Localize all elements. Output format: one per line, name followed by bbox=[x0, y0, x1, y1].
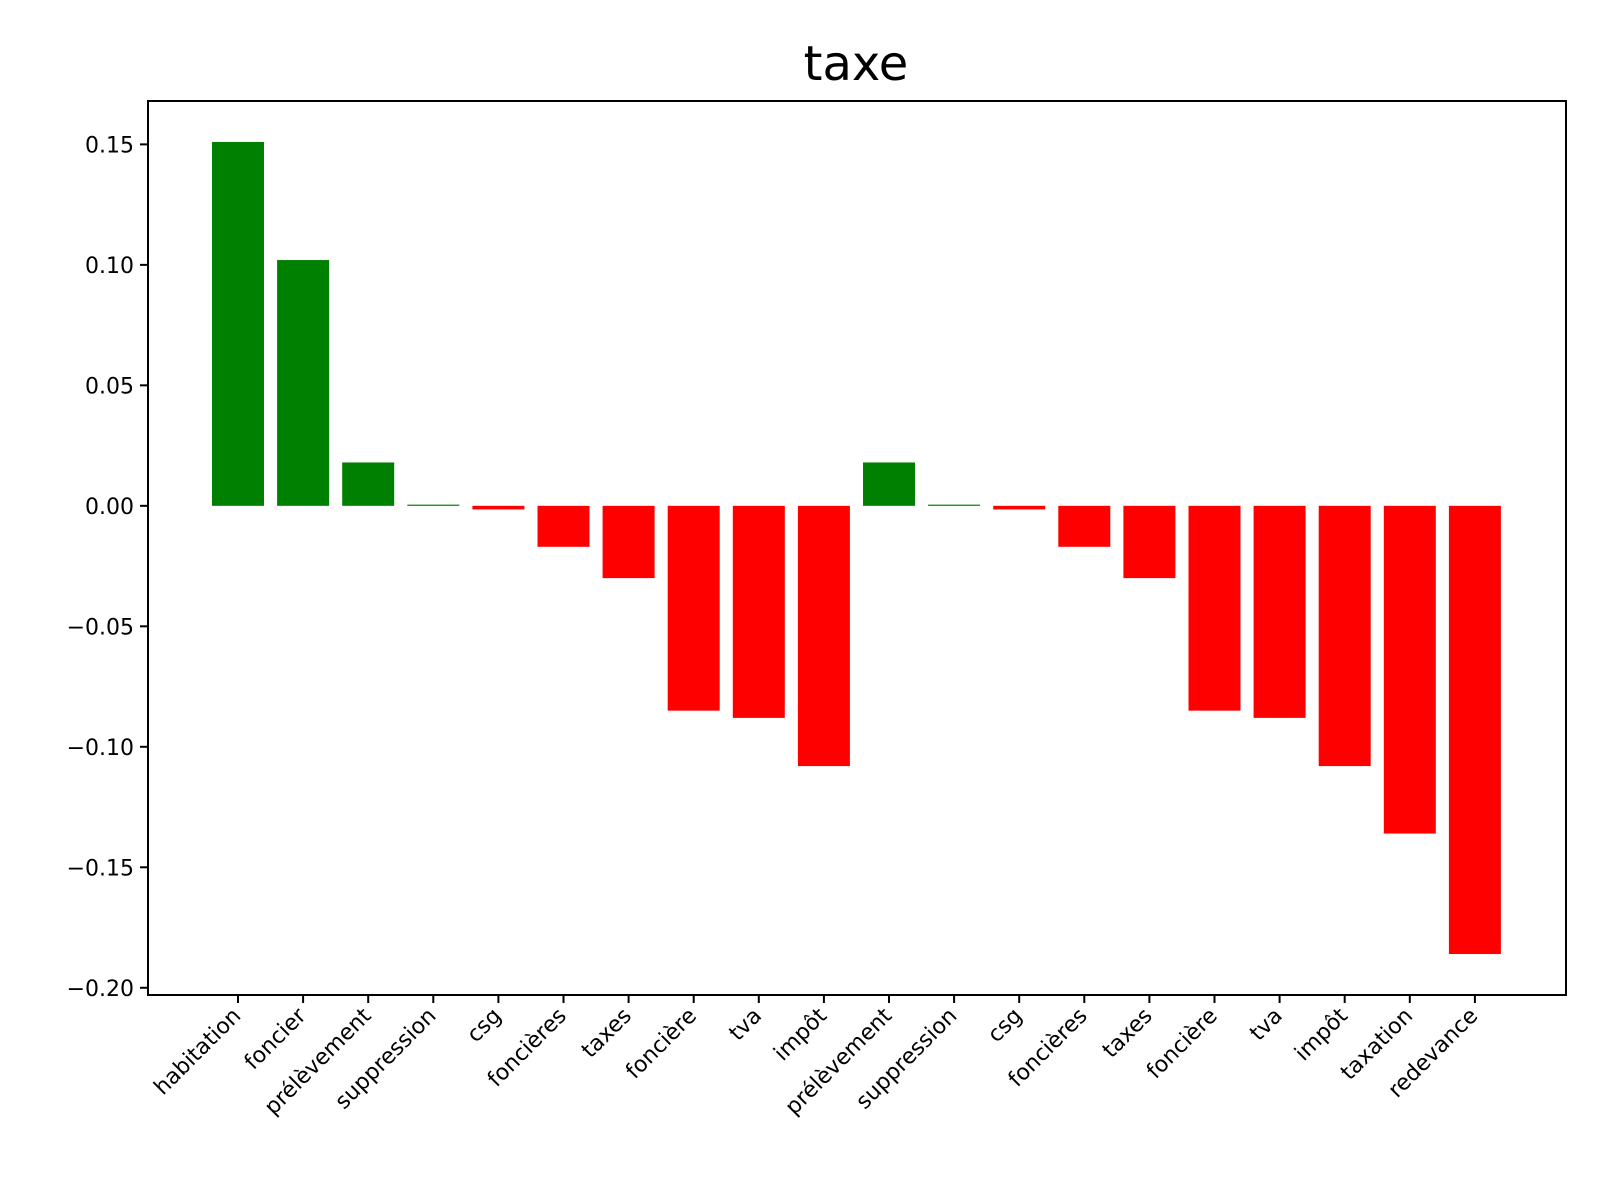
bar-4 bbox=[407, 504, 460, 506]
bar-6 bbox=[537, 505, 590, 547]
y-tick-label: −0.20 bbox=[67, 977, 134, 1002]
x-tick-label: foncière bbox=[621, 1004, 702, 1085]
bar-2 bbox=[277, 260, 330, 506]
x-tick-label: impôt bbox=[769, 1003, 832, 1066]
x-tick-label: foncière bbox=[1142, 1004, 1223, 1085]
bar-13 bbox=[993, 505, 1046, 510]
y-tick-label: −0.05 bbox=[67, 615, 134, 640]
bar-11 bbox=[863, 462, 915, 506]
bar-15 bbox=[1123, 505, 1176, 579]
x-tick-label: habitation bbox=[150, 1004, 247, 1101]
bar-14 bbox=[1058, 505, 1111, 547]
bar-1 bbox=[212, 141, 264, 506]
bar-8 bbox=[667, 505, 720, 711]
x-tick-label: csg bbox=[462, 1004, 506, 1048]
y-tick-label: −0.10 bbox=[67, 736, 134, 761]
bar-19 bbox=[1383, 505, 1436, 834]
x-tick-label: tva bbox=[725, 1004, 768, 1047]
bar-17 bbox=[1253, 505, 1306, 718]
y-tick-label: −0.15 bbox=[67, 856, 134, 881]
y-axis: 0.15 0.10 0.05 0.00 −0.05 −0.10 −0.15 −0.20 bbox=[67, 133, 148, 1002]
plot-frame bbox=[147, 100, 1567, 996]
bar-20 bbox=[1448, 505, 1501, 955]
y-tick-label: 0.15 bbox=[85, 133, 134, 158]
bar-3 bbox=[342, 462, 395, 506]
x-tick-label: impôt bbox=[1290, 1003, 1353, 1066]
bar-5 bbox=[472, 505, 525, 510]
bars-group bbox=[212, 141, 1501, 955]
bar-10 bbox=[797, 505, 850, 767]
x-tick-label: tva bbox=[1245, 1004, 1288, 1047]
bar-9 bbox=[732, 505, 785, 718]
y-tick-label: 0.00 bbox=[85, 495, 134, 520]
y-tick-label: 0.10 bbox=[85, 254, 134, 279]
x-tick-label: csg bbox=[983, 1004, 1027, 1048]
x-tick-label: taxes bbox=[577, 1004, 637, 1064]
bar-7 bbox=[602, 505, 655, 579]
x-tick-label: taxes bbox=[1098, 1004, 1158, 1064]
bar-12 bbox=[928, 504, 981, 506]
bar-18 bbox=[1318, 505, 1371, 767]
y-tick-label: 0.05 bbox=[85, 374, 134, 399]
chart-title: taxe bbox=[804, 36, 909, 92]
bar-16 bbox=[1188, 505, 1241, 711]
